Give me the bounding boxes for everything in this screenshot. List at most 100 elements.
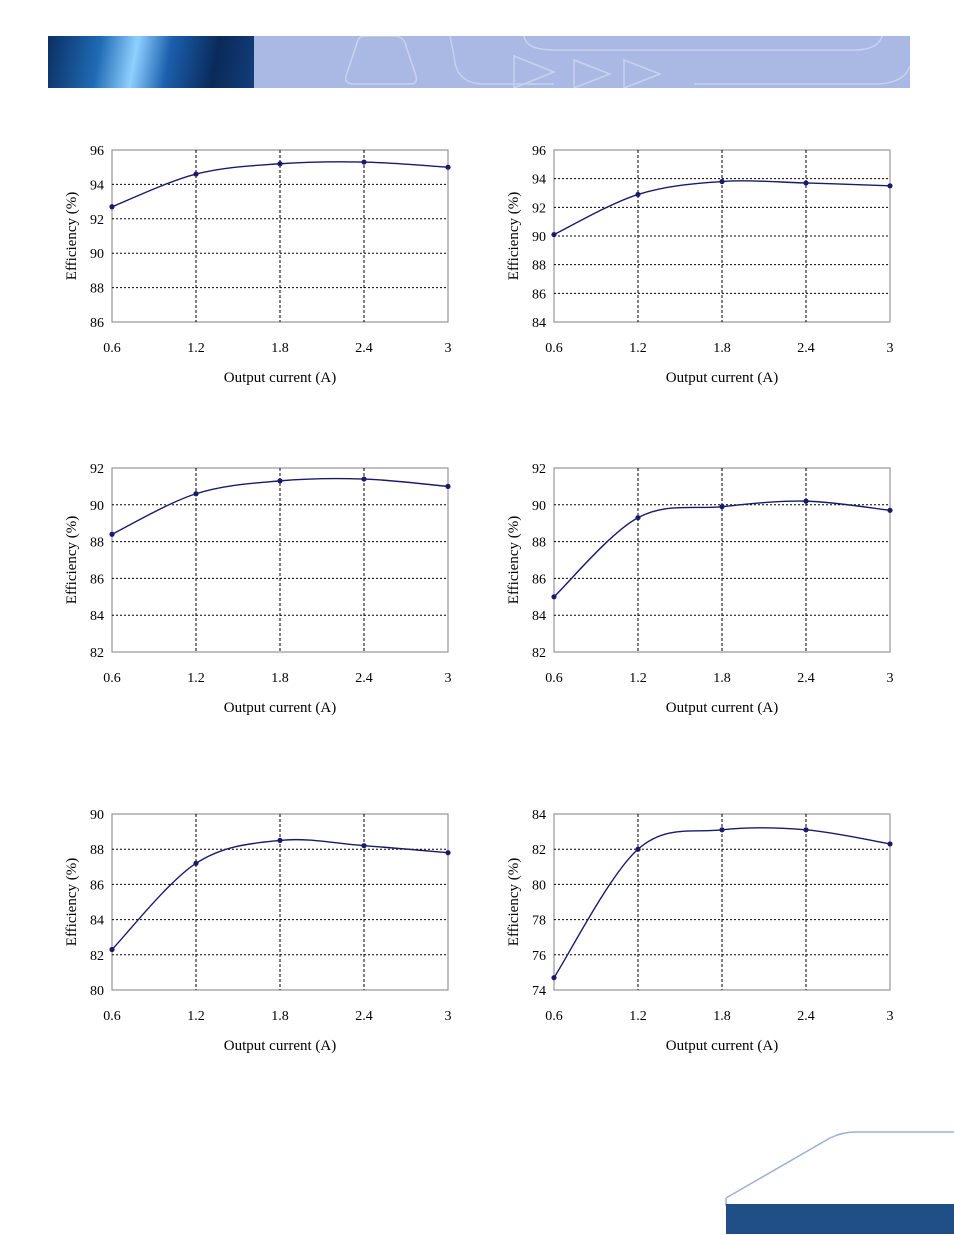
data-point [445, 850, 451, 856]
data-point [277, 478, 283, 484]
y-tick-label: 74 [532, 984, 546, 999]
data-point [361, 159, 367, 165]
header-decoration [344, 36, 910, 88]
x-tick-label: 2.4 [355, 341, 373, 356]
y-tick-label: 80 [90, 984, 104, 999]
header-photo [48, 36, 254, 88]
x-tick-label: 0.6 [103, 341, 121, 356]
data-point [887, 507, 893, 513]
y-tick-label: 92 [532, 462, 546, 477]
efficiency-chart-4: 82 84 86 88 90 92 0.6 1.2 1.8 2.4 3 Output current … [506, 462, 894, 716]
efficiency-chart-1: 86 88 90 92 94 96 0.6 1.2 1.8 2.4 3 Output current … [64, 144, 452, 386]
x-axis-label: Output current (A) [666, 700, 778, 716]
y-tick-label: 88 [90, 536, 104, 551]
data-point [193, 860, 199, 866]
efficiency-chart-5: 80 82 84 86 88 90 0.6 1.2 1.8 2.4 3 Output current … [64, 808, 452, 1054]
data-point [109, 946, 115, 953]
data-point [719, 178, 725, 185]
efficiency-chart-3: 82 84 86 88 90 92 0.6 1.2 1.8 2.4 3 Output current … [64, 462, 452, 716]
y-tick-label: 86 [90, 878, 104, 893]
x-tick-label: 1.8 [271, 671, 289, 686]
y-tick-label: 90 [90, 499, 104, 514]
y-tick-label: 94 [90, 178, 104, 193]
data-point [551, 594, 557, 600]
x-axis-label: Output current (A) [666, 1038, 778, 1054]
data-point [719, 504, 725, 510]
data-point [361, 476, 367, 482]
x-tick-label: 0.6 [545, 1009, 563, 1024]
efficiency-chart-2: 84 86 88 90 92 94 96 0.6 1.2 1.8 2.4 3 Output curren… [506, 144, 894, 386]
y-tick-label: 78 [532, 914, 546, 929]
data-point [635, 846, 641, 852]
y-tick-label: 86 [532, 287, 546, 302]
x-tick-label: 3 [887, 1009, 894, 1024]
y-tick-label: 82 [532, 843, 546, 858]
x-tick-label: 1.2 [629, 341, 647, 356]
data-point [277, 837, 283, 843]
x-tick-label: 0.6 [545, 341, 563, 356]
x-tick-label: 0.6 [103, 1009, 121, 1024]
data-point [803, 180, 809, 186]
data-point [551, 975, 557, 981]
x-tick-label: 3 [445, 341, 452, 356]
y-tick-label: 88 [90, 282, 104, 297]
y-axis-label: Efficiency (%) [64, 858, 80, 946]
data-point [803, 827, 809, 833]
y-tick-label: 90 [90, 247, 104, 262]
x-axis-label: Output current (A) [666, 370, 778, 386]
data-point [803, 498, 809, 504]
y-tick-label: 82 [532, 646, 546, 661]
y-tick-label: 94 [532, 173, 546, 188]
data-point [193, 171, 199, 177]
x-axis-label: Output current (A) [224, 1038, 336, 1054]
x-tick-label: 3 [445, 671, 452, 686]
data-point [193, 491, 199, 497]
footer-decoration [725, 1131, 954, 1234]
y-axis-label: Efficiency (%) [506, 516, 522, 604]
x-tick-label: 0.6 [545, 671, 563, 686]
y-axis-label: Efficiency (%) [64, 192, 80, 280]
y-tick-label: 86 [532, 572, 546, 587]
y-tick-label: 96 [90, 144, 104, 159]
y-tick-label: 84 [532, 316, 546, 331]
x-tick-label: 1.8 [271, 1009, 289, 1024]
data-point [887, 183, 893, 189]
y-tick-label: 84 [90, 914, 104, 929]
y-tick-label: 90 [532, 230, 546, 245]
x-axis-label: Output current (A) [224, 370, 336, 386]
x-tick-label: 3 [887, 341, 894, 356]
efficiency-chart-6: 74 76 78 80 82 84 0.6 1.2 1.8 2.4 3 Output current … [506, 808, 894, 1054]
data-point [361, 843, 367, 849]
x-tick-label: 1.2 [187, 341, 205, 356]
x-tick-label: 1.8 [271, 341, 289, 356]
x-tick-label: 1.2 [629, 671, 647, 686]
data-point [635, 515, 641, 521]
x-axis-label: Output current (A) [224, 700, 336, 716]
x-tick-label: 1.8 [713, 1009, 731, 1024]
x-tick-label: 1.8 [713, 341, 731, 356]
x-tick-label: 1.2 [629, 1009, 647, 1024]
y-tick-label: 90 [90, 808, 104, 823]
x-tick-label: 0.6 [103, 671, 121, 686]
y-tick-label: 92 [90, 213, 104, 228]
y-tick-label: 90 [532, 499, 546, 514]
y-axis-label: Efficiency (%) [64, 516, 80, 604]
data-point [635, 191, 641, 198]
y-axis-label: Efficiency (%) [506, 858, 522, 946]
y-tick-label: 88 [90, 843, 104, 858]
y-tick-label: 80 [532, 878, 546, 893]
data-point [719, 827, 725, 833]
y-tick-label: 88 [532, 259, 546, 274]
x-tick-label: 1.8 [713, 671, 731, 686]
x-tick-label: 2.4 [355, 1009, 373, 1024]
data-point [109, 531, 115, 537]
y-tick-label: 76 [532, 949, 546, 964]
y-tick-label: 88 [532, 536, 546, 551]
y-tick-label: 84 [532, 609, 546, 624]
y-tick-label: 84 [532, 808, 546, 823]
y-tick-label: 86 [90, 316, 104, 331]
y-tick-label: 92 [90, 462, 104, 477]
y-tick-label: 86 [90, 572, 104, 587]
data-point [109, 204, 115, 210]
x-tick-label: 3 [887, 671, 894, 686]
